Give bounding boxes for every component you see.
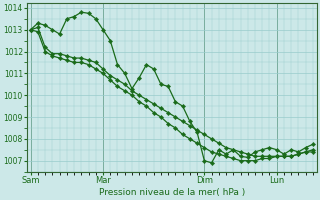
- X-axis label: Pression niveau de la mer( hPa ): Pression niveau de la mer( hPa ): [99, 188, 245, 197]
